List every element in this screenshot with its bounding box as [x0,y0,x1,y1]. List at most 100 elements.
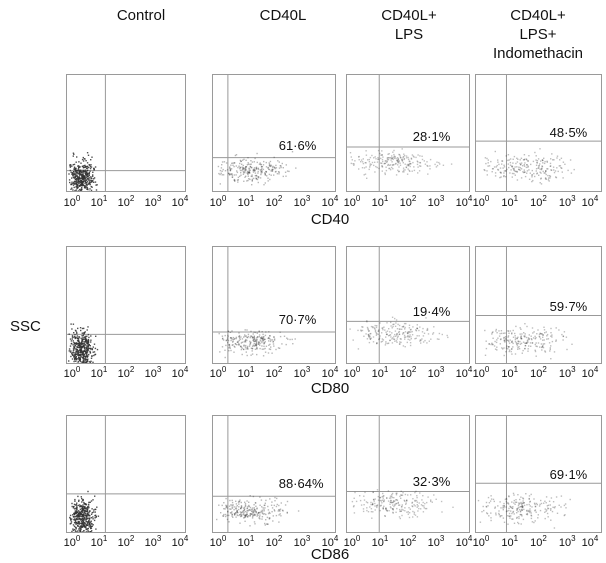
event-dot [254,337,255,338]
event-dot [83,525,84,526]
event-dot [539,163,540,164]
event-dot [256,347,257,348]
event-dot [524,172,525,173]
event-dot [85,344,86,345]
event-dot [539,346,540,347]
event-dot [255,339,256,340]
tick-exponent: 3 [157,534,161,543]
event-dot [221,173,222,174]
tick-base: 10 [344,197,356,209]
event-dot [393,336,394,337]
event-dot [539,168,540,169]
event-dot [414,170,415,171]
event-dot [377,161,378,162]
event-dot [387,510,388,511]
event-dot [230,509,231,510]
event-dot [73,530,74,531]
event-dot [271,175,272,176]
event-dot [542,335,543,336]
event-dot [86,180,87,181]
event-dot [83,185,84,186]
event-dot [399,325,400,326]
event-dot [259,336,260,337]
event-dot [264,523,265,524]
event-dot [260,164,261,165]
event-dot [244,168,245,169]
event-dot [80,350,81,351]
event-dot [234,346,235,347]
event-dot [547,175,548,176]
event-dot [90,361,91,362]
event-dot [271,505,272,506]
event-dot [419,340,420,341]
event-dot [239,340,240,341]
event-dot [528,339,529,340]
event-dot [443,165,444,166]
event-dot [73,177,74,178]
event-dot [383,339,384,340]
event-dot [98,516,99,517]
event-dot [540,510,541,511]
event-dot [364,167,365,168]
event-dot [410,336,411,337]
event-dot [76,506,77,507]
tick-base: 10 [428,537,440,549]
event-dot [264,172,265,173]
event-dot [400,157,401,158]
event-dot [278,521,279,522]
event-dot [531,515,532,516]
event-dot [407,336,408,337]
event-dot [404,328,405,329]
event-dot [71,182,72,183]
event-dot [513,494,514,495]
event-dot [369,333,370,334]
event-dot [89,188,90,189]
tick-exponent: 2 [130,534,134,543]
event-dot [394,339,395,340]
event-dot [499,335,500,336]
event-dot [268,340,269,341]
event-dot [368,335,369,336]
event-dot [265,524,266,525]
event-dot [227,337,228,338]
event-dot [267,178,268,179]
event-dot [517,494,518,495]
event-dot [521,335,522,336]
event-dot [94,509,95,510]
event-dot [261,511,262,512]
tick-base: 10 [322,368,334,380]
event-dot [506,347,507,348]
event-dot [540,338,541,339]
event-dot [75,512,76,513]
event-dot [269,165,270,166]
event-dot [559,165,560,166]
event-dot [90,352,91,353]
event-dot [409,161,410,162]
event-dot [409,517,410,518]
event-dot [488,162,489,163]
event-dot [81,507,82,508]
event-dot [265,352,266,353]
event-dot [83,165,84,166]
x-tick-label: 104 [582,534,599,549]
event-dot [397,164,398,165]
event-dot [381,332,382,333]
event-dot [76,359,77,360]
event-dot [400,342,401,343]
event-dot [379,153,380,154]
event-dot [403,154,404,155]
event-dot [74,336,75,337]
event-dot [81,182,82,183]
event-dot [430,501,431,502]
event-dot [528,345,529,346]
event-dot [386,162,387,163]
x-tick-label: 102 [266,365,283,380]
event-dot [514,500,515,501]
event-dot [82,527,83,528]
event-dot [499,177,500,178]
event-dot [527,351,528,352]
event-dot [237,514,238,515]
event-dot [247,347,248,348]
event-dot [232,175,233,176]
event-dot [77,170,78,171]
